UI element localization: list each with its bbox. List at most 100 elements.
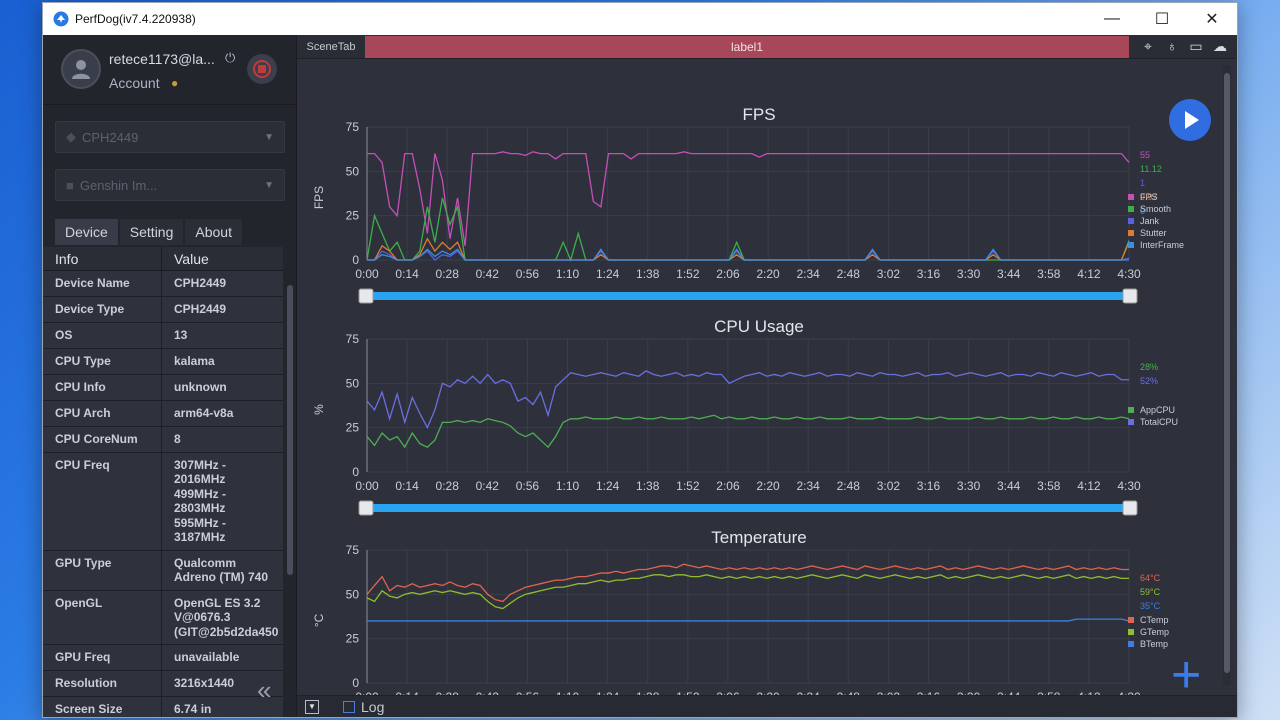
series-line-ctemp <box>366 563 1129 603</box>
device-select[interactable]: ◆ CPH2449 ▼ <box>55 121 285 153</box>
slider-handle-right <box>1122 288 1138 304</box>
maximize-button[interactable]: ☐ <box>1154 11 1170 28</box>
sidebar-tabs: Device Setting About <box>55 219 242 245</box>
sidebar-scrollbar[interactable] <box>287 285 293 575</box>
column-header-value: Value <box>174 250 209 267</box>
app-select[interactable]: ■ Genshin Im... ▼ <box>55 169 285 201</box>
x-tick-label: 0:14 <box>395 479 419 493</box>
x-tick-label: 2:20 <box>756 479 780 493</box>
x-tick-label: 0:56 <box>516 479 540 493</box>
info-value: Qualcomm Adreno (TM) 740 <box>174 555 269 585</box>
info-value: unknown <box>174 380 227 394</box>
x-tick-label: 4:30 <box>1117 267 1141 281</box>
y-axis-label: % <box>312 404 326 415</box>
label-bar[interactable]: label1 <box>365 35 1129 58</box>
time-range-slider <box>365 292 1131 300</box>
info-key: OpenGL <box>43 590 162 644</box>
location-icon[interactable]: ⌖ <box>1144 38 1152 54</box>
legend-label: Smooth <box>1140 204 1171 214</box>
charts-area: FPS FPS 0 25 50 75 0:00 0:14 0:28 0:42 0:56 1:10 1:2… <box>297 59 1227 717</box>
y-tick-label: 25 <box>346 209 360 223</box>
info-key: CPU Arch <box>43 401 162 426</box>
info-key: CPU Type <box>43 349 162 374</box>
close-button[interactable]: ✕ <box>1205 11 1219 28</box>
x-tick-label: 3:58 <box>1037 267 1061 281</box>
log-checkbox[interactable] <box>343 700 355 713</box>
series-line-totalcpu <box>366 370 1129 430</box>
info-table-header: Info Value <box>43 247 283 271</box>
column-header-info: Info <box>43 247 162 270</box>
current-value: 55 <box>1140 150 1150 160</box>
info-row: CPU Info unknown <box>43 375 283 401</box>
tab-about[interactable]: About <box>185 219 242 245</box>
info-row: CPU Freq 307MHz - 2016MHz 499MHz - 2803MH… <box>43 452 283 551</box>
y-tick-label: 50 <box>346 164 360 178</box>
avatar[interactable] <box>61 49 101 89</box>
account-label[interactable]: Account <box>109 75 160 91</box>
x-tick-label: 1:10 <box>556 479 580 493</box>
x-tick-label: 2:06 <box>716 479 740 493</box>
info-row: OpenGL OpenGL ES 3.2 V@0676.3 (GIT@2b5d2d… <box>43 590 283 645</box>
info-key: GPU Type <box>43 550 162 590</box>
legend-swatch <box>1128 242 1134 248</box>
main-scrollbar[interactable] <box>1223 65 1231 685</box>
x-tick-label: 4:12 <box>1077 267 1101 281</box>
x-tick-label: 2:06 <box>716 267 740 281</box>
x-tick-label: 3:58 <box>1037 479 1061 493</box>
chart-title: FPS <box>742 105 775 124</box>
x-tick-label: 1:38 <box>636 479 660 493</box>
info-row: OS 13 <box>43 323 283 349</box>
legend-label: FPS <box>1140 192 1158 202</box>
series-line-btemp <box>367 618 1130 622</box>
series-line-gtemp <box>366 574 1129 610</box>
info-key: CPU Info <box>43 375 162 400</box>
account-panel: retece1173@la... ⏻ Account ● <box>43 35 296 105</box>
title-bar: PerfDog(iv7.4.220938) — ☐ ✕ <box>43 3 1237 35</box>
collapse-sidebar-icon[interactable]: « <box>257 675 272 705</box>
x-tick-label: 0:14 <box>395 267 419 281</box>
info-row: CPU CoreNum 8 <box>43 427 283 453</box>
info-key: Resolution <box>43 671 162 696</box>
info-value: 13 <box>174 328 188 342</box>
folder-icon[interactable]: ▭ <box>1189 38 1203 54</box>
slider-handle-right <box>1122 500 1138 516</box>
info-key: OS <box>43 323 162 348</box>
scene-bar: SceneTab label1 ⌖ ♁ ▭ ☁ <box>297 35 1237 59</box>
legend-label: Jank <box>1140 216 1160 226</box>
x-tick-label: 4:30 <box>1117 479 1141 493</box>
y-tick-label: 75 <box>346 332 360 346</box>
chart-title: Temperature <box>711 528 806 547</box>
power-icon[interactable]: ⏻ <box>225 50 236 65</box>
x-tick-label: 3:30 <box>957 267 981 281</box>
legend-swatch <box>1128 407 1134 413</box>
record-button[interactable] <box>247 54 277 84</box>
info-value: CPH2449 <box>174 276 227 290</box>
play-button[interactable] <box>1169 99 1211 141</box>
x-tick-label: 2:34 <box>796 267 820 281</box>
current-value: 35°C <box>1140 601 1161 611</box>
x-tick-label: 0:00 <box>355 267 379 281</box>
legend-label: TotalCPU <box>1140 417 1178 427</box>
cloud-icon[interactable]: ☁ <box>1213 38 1227 54</box>
app-select-value: Genshin Im... <box>79 177 158 193</box>
account-badge-icon: ● <box>171 76 179 90</box>
play-icon <box>1185 111 1199 129</box>
info-key: Device Type <box>43 297 162 322</box>
legend-label: GTemp <box>1140 627 1169 637</box>
tab-device[interactable]: Device <box>55 219 118 245</box>
x-tick-label: 4:12 <box>1077 479 1101 493</box>
minimize-button[interactable]: — <box>1104 10 1120 27</box>
add-chart-icon[interactable]: + <box>1171 646 1202 704</box>
scene-tab[interactable]: SceneTab <box>306 40 356 53</box>
legend-swatch <box>1128 206 1134 212</box>
info-key: Screen Size <box>43 697 162 717</box>
dropdown-toggle[interactable]: ▼ <box>305 699 319 714</box>
pin-icon[interactable]: ♁ <box>1166 38 1178 54</box>
current-value: 9.97 <box>1140 192 1158 202</box>
legend-swatch <box>1128 218 1134 224</box>
tab-setting[interactable]: Setting <box>119 219 184 245</box>
info-key: Device Name <box>43 271 162 296</box>
info-row: Device Name CPH2449 <box>43 271 283 297</box>
series-line-appcpu <box>366 414 1130 449</box>
legend-swatch <box>1128 617 1134 623</box>
